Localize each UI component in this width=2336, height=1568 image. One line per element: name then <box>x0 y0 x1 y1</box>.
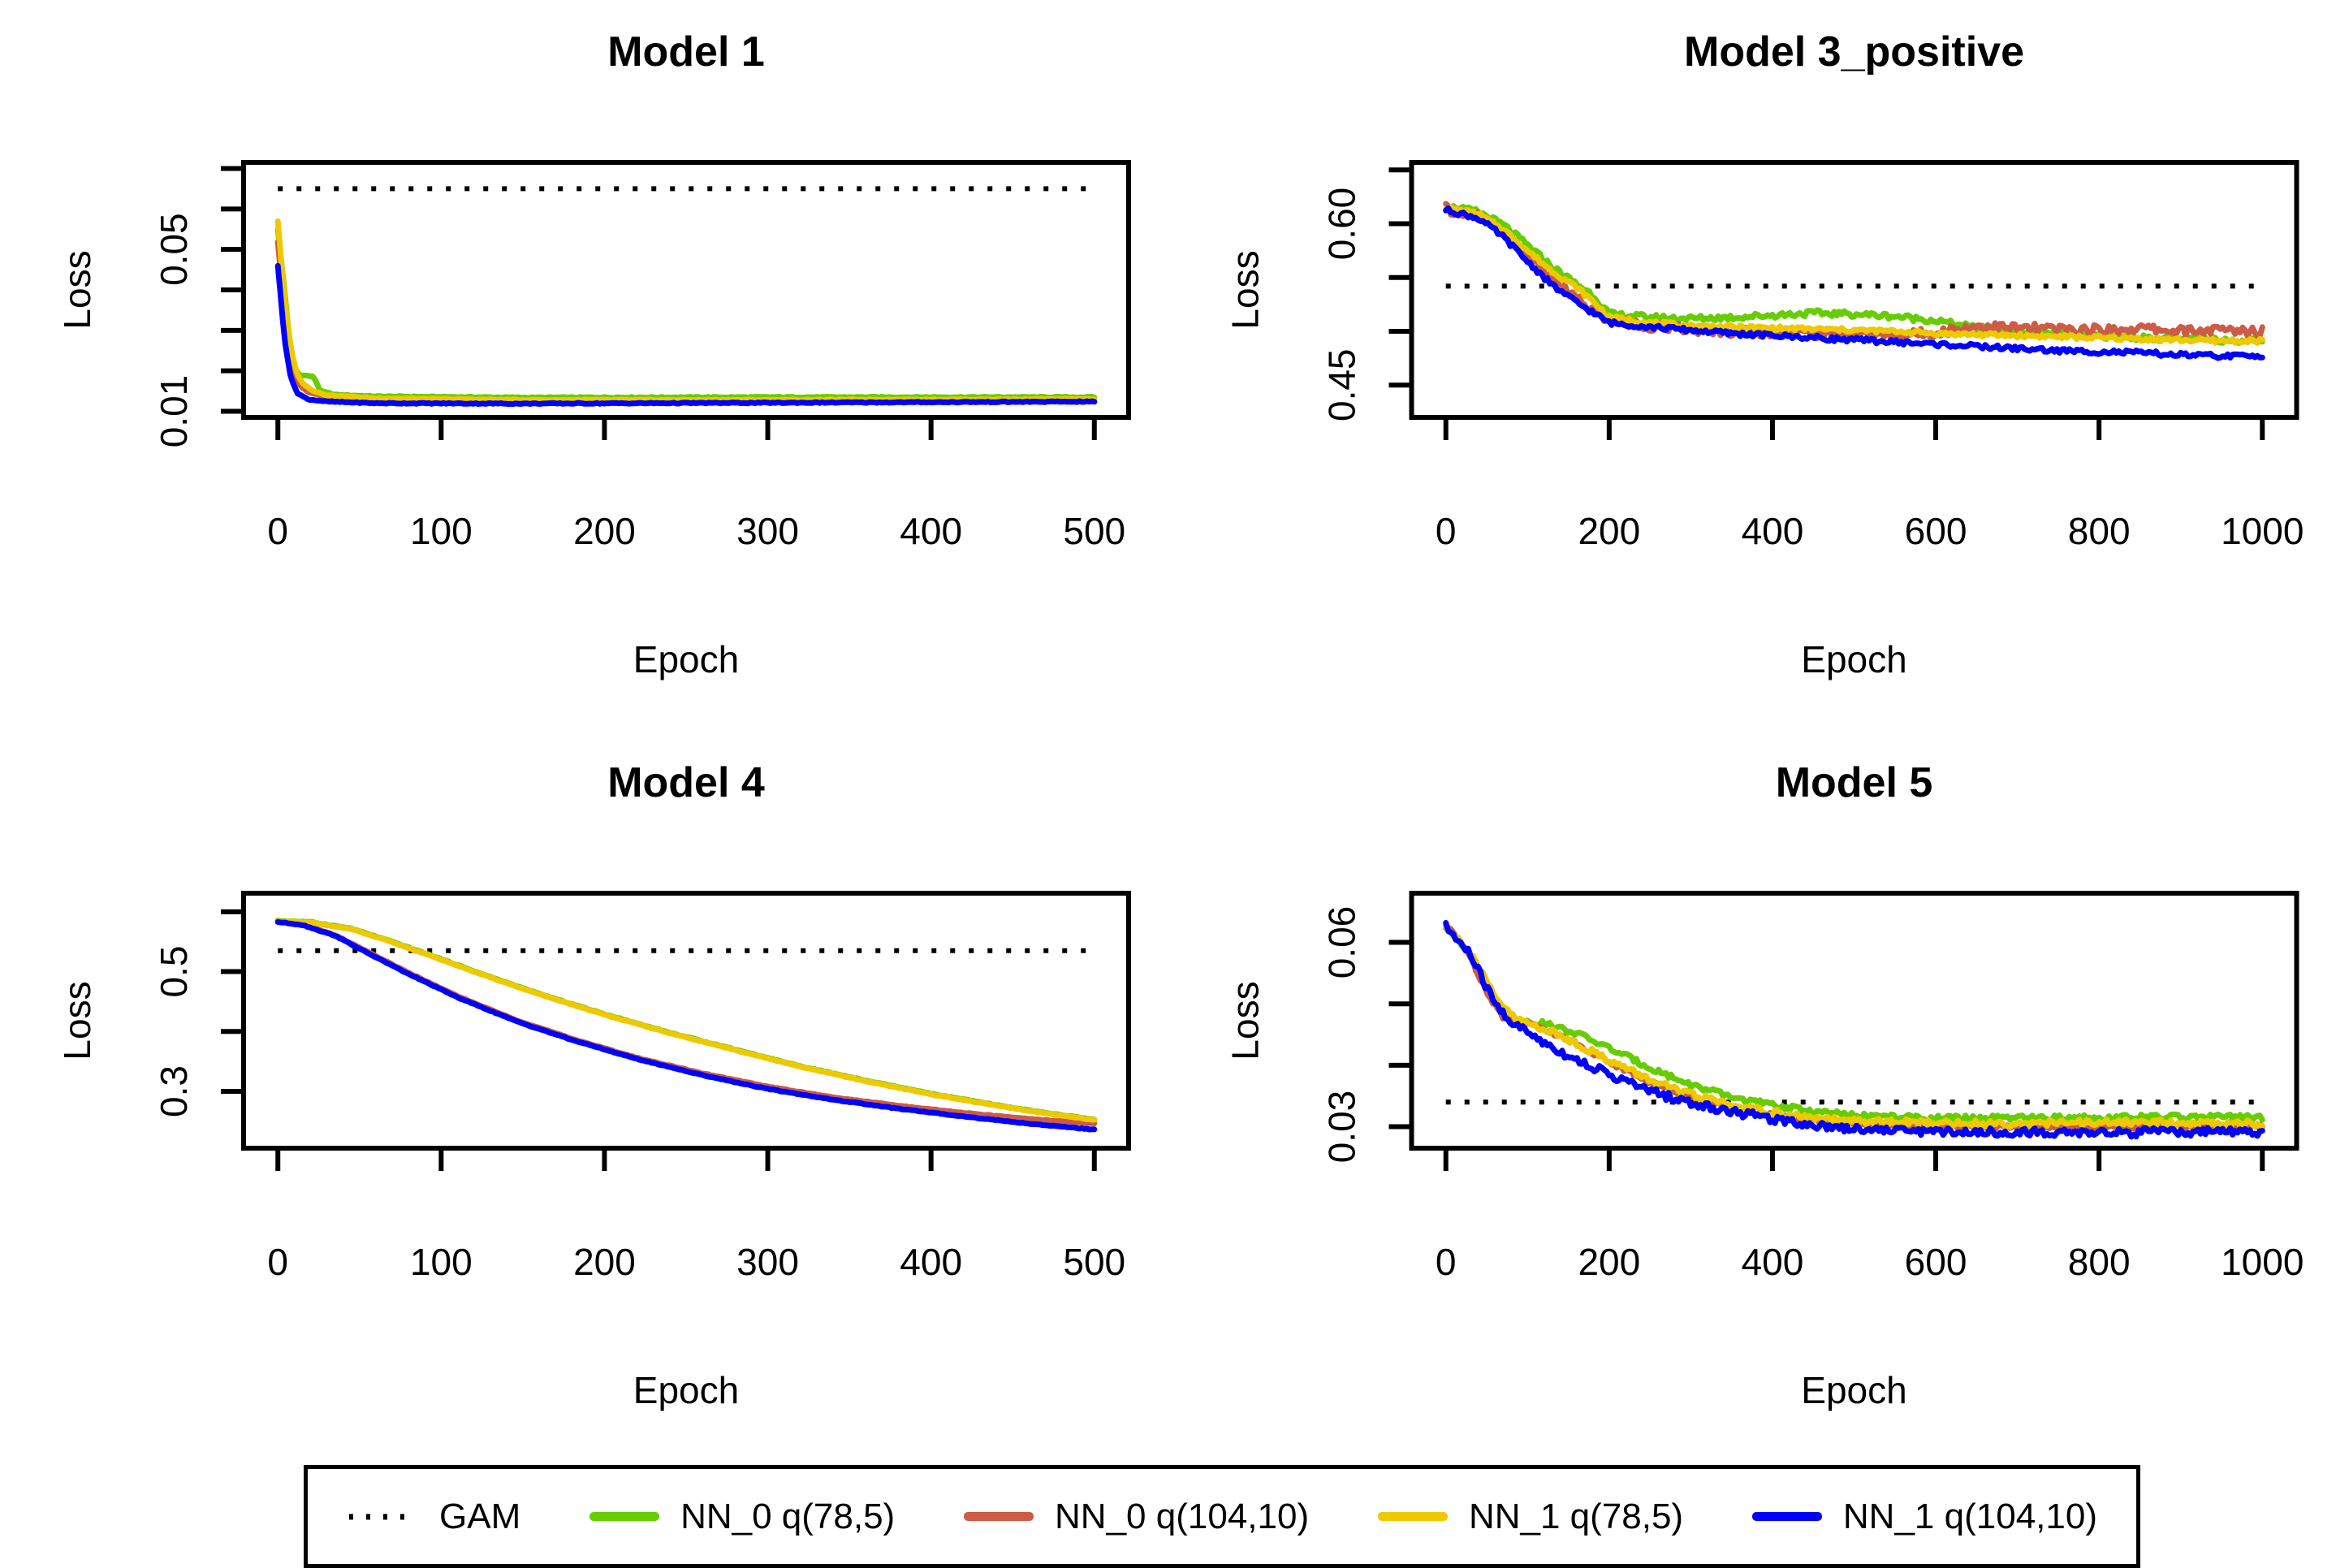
series-line-green <box>1443 925 2265 1124</box>
legend-item-gam: GAM <box>347 1497 520 1537</box>
x-tick-label: 200 <box>1578 510 1640 552</box>
series-line-blue <box>1443 920 2265 1140</box>
legend-item-nn0-q78-5: NN_0 q(78,5) <box>589 1497 895 1537</box>
chart-model-3-positive: Model 3_positive 0.45 0.60 0 200 400 600 800 100… <box>1224 28 2304 680</box>
x-tick-label: 200 <box>1578 1241 1640 1283</box>
y-tick-label: 0.05 <box>153 213 195 286</box>
y-tick-label: 0.03 <box>1321 1091 1363 1164</box>
legend-item-nn0-q104-10: NN_0 q(104,10) <box>964 1497 1309 1537</box>
plot-box <box>241 160 1131 420</box>
series-line-yellow <box>274 918 1098 1123</box>
x-axis-label: Epoch <box>1801 638 1906 680</box>
x-tick-label: 500 <box>1063 1241 1125 1283</box>
chart-title: Model 5 <box>1776 759 1933 806</box>
series-line-yellow <box>1443 922 2265 1130</box>
chart-panel-model-5: Model 5 0.03 0.06 0 200 400 600 800 1000 Loss Epoc… <box>1168 731 2336 1462</box>
y-tick-label: 0.3 <box>153 1065 195 1117</box>
x-axis-label: Epoch <box>633 638 739 680</box>
x-tick-label: 400 <box>1742 510 1804 552</box>
legend-label-gam: GAM <box>439 1496 521 1536</box>
plot-box <box>1409 891 2299 1151</box>
series-line-green <box>1443 203 2265 346</box>
x-tick-label: 1000 <box>2221 1241 2304 1283</box>
series-line-red <box>1443 922 2265 1133</box>
legend-item-nn1-q78-5: NN_1 q(78,5) <box>1377 1496 1684 1537</box>
chart-grid: Model 1 0.01 0.05 0 100 200 300 400 500 Loss Epoch… <box>0 0 2336 1462</box>
blue-line-icon <box>1751 1512 1822 1521</box>
y-tick-label: 0.01 <box>153 375 195 448</box>
legend-label-nn0-q78-5: NN_0 q(78,5) <box>680 1496 896 1536</box>
plot-box <box>241 891 1131 1151</box>
series-line-yellow <box>1443 204 2265 346</box>
x-tick-label: 200 <box>573 1241 636 1283</box>
legend: GAM NN_0 q(78,5) NN_0 q(104,10) NN_1 q(7… <box>304 1465 2140 1568</box>
chart-model-4: Model 4 0.3 0.5 0 100 200 300 400 500 Loss Epoch <box>56 759 1131 1411</box>
y-axis-label: Loss <box>1224 250 1267 329</box>
chart-panel-model-3-positive: Model 3_positive 0.45 0.60 0 200 400 600 800 100… <box>1168 0 2336 731</box>
y-axis-label: Loss <box>1224 981 1267 1060</box>
yellow-line-icon <box>1377 1512 1448 1521</box>
x-tick-label: 400 <box>900 510 962 552</box>
x-tick-label: 100 <box>410 1241 473 1283</box>
x-tick-label: 0 <box>1436 510 1457 552</box>
y-tick-label: 0.60 <box>1321 188 1363 261</box>
series-line-red <box>274 239 1098 405</box>
y-tick-label: 0.06 <box>1321 906 1363 979</box>
chart-panel-model-1: Model 1 0.01 0.05 0 100 200 300 400 500 Loss Epoch <box>0 0 1168 731</box>
x-tick-label: 400 <box>900 1241 962 1283</box>
legend-label-nn0-q104-10: NN_0 q(104,10) <box>1055 1496 1310 1536</box>
x-tick-label: 0 <box>1436 1241 1457 1283</box>
x-axis-label: Epoch <box>633 1369 739 1411</box>
series-line-blue <box>1443 205 2265 361</box>
chart-title: Model 4 <box>607 759 765 806</box>
y-axis-label: Loss <box>56 250 98 329</box>
y-tick-label: 0.45 <box>1321 348 1363 421</box>
x-tick-label: 1000 <box>2221 510 2304 552</box>
x-tick-label: 0 <box>267 1241 288 1283</box>
legend-label-nn1-q78-5: NN_1 q(78,5) <box>1468 1496 1684 1536</box>
series-line-blue <box>274 262 1098 408</box>
series-line-blue <box>274 918 1098 1133</box>
x-tick-label: 300 <box>736 510 799 552</box>
red-line-icon <box>964 1512 1034 1521</box>
x-axis-label: Epoch <box>1801 1369 1906 1411</box>
series-line-green <box>274 227 1098 401</box>
legend-item-nn1-q104-10: NN_1 q(104,10) <box>1751 1496 2097 1537</box>
x-tick-label: 300 <box>736 1241 799 1283</box>
y-tick-label: 0.5 <box>153 946 195 998</box>
chart-title: Model 3_positive <box>1684 28 2024 76</box>
gam-dotted-line-icon <box>349 1514 417 1519</box>
chart-model-5: Model 5 0.03 0.06 0 200 400 600 800 1000 Loss Epoc… <box>1224 759 2304 1411</box>
series-line-yellow <box>274 218 1098 404</box>
plot-box <box>1409 160 2299 420</box>
chart-panel-model-4: Model 4 0.3 0.5 0 100 200 300 400 500 Loss Epoch <box>0 731 1168 1462</box>
x-tick-label: 400 <box>1742 1241 1804 1283</box>
legend-label-nn1-q104-10: NN_1 q(104,10) <box>1842 1496 2097 1536</box>
chart-model-1: Model 1 0.01 0.05 0 100 200 300 400 500 Loss Epoch <box>56 28 1131 680</box>
x-tick-label: 200 <box>573 510 636 552</box>
x-tick-label: 100 <box>410 510 473 552</box>
x-tick-label: 600 <box>1905 1241 1967 1283</box>
x-tick-label: 600 <box>1905 510 1967 552</box>
y-axis-label: Loss <box>56 981 98 1060</box>
x-tick-label: 800 <box>2068 1241 2131 1283</box>
x-tick-label: 0 <box>267 510 288 552</box>
x-tick-label: 500 <box>1063 510 1125 552</box>
green-line-icon <box>589 1512 660 1521</box>
chart-title: Model 1 <box>607 28 765 76</box>
x-tick-label: 800 <box>2068 510 2131 552</box>
